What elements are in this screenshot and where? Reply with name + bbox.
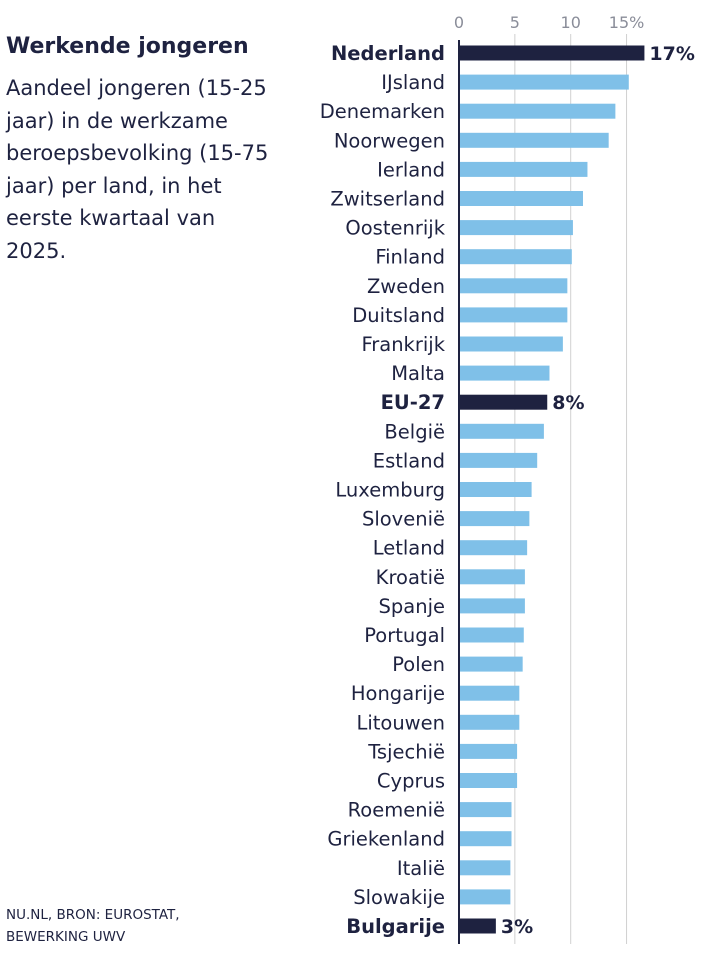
category-label: Roemenië xyxy=(348,799,445,822)
category-label: Luxemburg xyxy=(335,479,445,502)
category-label: Noorwegen xyxy=(334,129,445,152)
chart-source: NU.NL, BRON: EUROSTAT, BEWERKING UWV xyxy=(6,907,180,945)
tick-label-10: 10 xyxy=(561,13,581,32)
category-labels: Nederland IJsland Denemarken Noorwegen Ierla… xyxy=(320,42,446,938)
category-label: België xyxy=(384,420,445,443)
bar-ijsland xyxy=(459,74,629,90)
bar-luxemburg xyxy=(459,482,532,497)
value-label: 17% xyxy=(649,43,694,65)
bar-eu-27 xyxy=(459,394,548,410)
category-label: Tsjechië xyxy=(367,740,445,763)
bar-litouwen xyxy=(459,714,520,730)
category-label: IJsland xyxy=(381,71,445,94)
category-label: Kroatië xyxy=(376,566,445,589)
bar-zwitserland xyxy=(459,191,583,206)
bar-spanje xyxy=(459,598,525,614)
bar-zweden xyxy=(459,278,568,294)
chart-subtitle: Aandeel jongeren (15-25 jaar) in de werk… xyxy=(6,76,269,263)
category-label: Slowakije xyxy=(353,886,445,909)
category-label: Zwitserland xyxy=(330,188,445,211)
bar-frankrijk xyxy=(459,336,563,352)
bars xyxy=(459,45,645,934)
bar-cyprus xyxy=(459,773,518,788)
bar-estland xyxy=(459,452,538,468)
bar-polen xyxy=(459,656,523,672)
category-label: Denemarken xyxy=(320,100,445,123)
category-label: Malta xyxy=(391,362,445,385)
bar-nederland xyxy=(459,45,645,61)
category-label: EU-27 xyxy=(381,391,445,414)
bar-duitsland xyxy=(459,307,568,323)
value-labels: 17% 8% 3% xyxy=(501,43,695,938)
category-label: Ierland xyxy=(377,158,445,181)
value-label: 8% xyxy=(552,392,584,414)
bar-finland xyxy=(459,249,572,265)
bar-roemeni- xyxy=(459,802,512,818)
bar-belgi- xyxy=(459,423,544,439)
tick-label-0: 0 xyxy=(454,13,464,32)
bar-ierland xyxy=(459,161,588,177)
category-label: Bulgarije xyxy=(346,915,445,938)
bar-denemarken xyxy=(459,103,616,119)
category-label: Frankrijk xyxy=(361,333,445,356)
category-label: Nederland xyxy=(331,42,445,65)
bar-malta xyxy=(459,365,550,381)
tick-label-5: 5 xyxy=(510,13,520,32)
bar-sloveni- xyxy=(459,511,530,527)
bar-slowakije xyxy=(459,889,511,905)
category-label: Oostenrijk xyxy=(345,217,445,240)
value-label: 3% xyxy=(501,916,533,938)
bar-noorwegen xyxy=(459,132,609,148)
bar-tsjechi- xyxy=(459,743,518,759)
category-label: Griekenland xyxy=(327,828,445,851)
bar-oostenrijk xyxy=(459,220,573,236)
bar-letland xyxy=(459,540,528,556)
category-label: Litouwen xyxy=(356,711,445,734)
bar-bulgarije xyxy=(459,918,496,934)
category-label: Italië xyxy=(397,857,445,880)
category-label: Slovenië xyxy=(362,508,445,531)
category-label: Hongarije xyxy=(351,682,445,705)
category-label: Polen xyxy=(392,653,445,676)
category-label: Spanje xyxy=(379,595,445,618)
bar-griekenland xyxy=(459,831,512,847)
bar-kroati- xyxy=(459,569,525,585)
category-label: Cyprus xyxy=(377,770,445,793)
category-label: Estland xyxy=(373,449,445,472)
category-label: Duitsland xyxy=(352,304,445,327)
category-label: Letland xyxy=(373,537,445,560)
tick-label-15: 15% xyxy=(609,13,645,32)
category-label: Zweden xyxy=(367,275,445,298)
category-label: Portugal xyxy=(364,624,445,647)
chart-title: Werkende jongeren xyxy=(6,34,249,59)
bar-hongarije xyxy=(459,685,520,701)
category-label: Finland xyxy=(375,246,445,269)
bar-itali- xyxy=(459,860,511,876)
bar-portugal xyxy=(459,627,524,643)
x-axis-ticks: 0 5 10 15% xyxy=(454,13,644,32)
